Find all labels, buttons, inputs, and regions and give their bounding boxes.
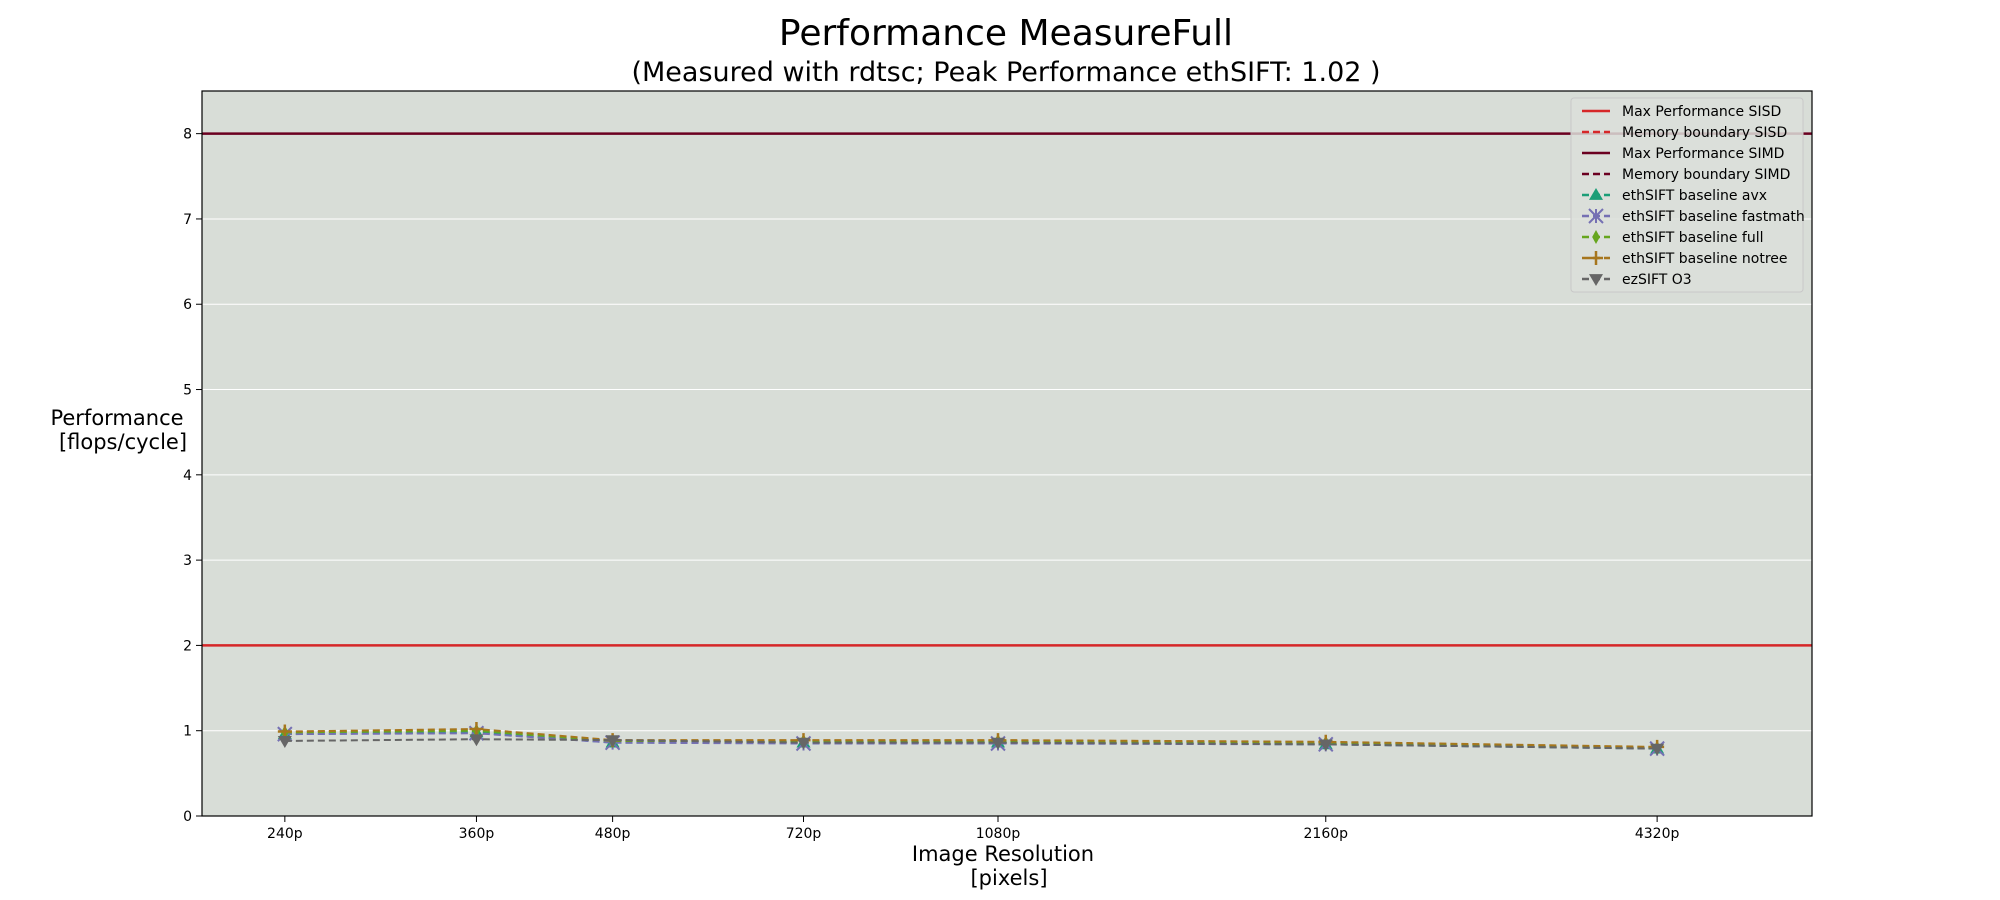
y-axis-ticks: 0 1 2 3 4 5 6 7 8 <box>183 127 202 825</box>
legend-label: ethSIFT baseline avx <box>1622 188 1767 204</box>
y-tick-label: 3 <box>183 553 192 569</box>
legend-label: Memory boundary SISD <box>1622 125 1787 141</box>
y-tick-label: 6 <box>183 297 192 313</box>
x-tick-label: 2160p <box>1304 826 1349 842</box>
legend-label: ethSIFT baseline full <box>1622 230 1763 246</box>
y-axis-label: Performance <box>50 406 183 430</box>
legend-label: Memory boundary SIMD <box>1622 167 1790 183</box>
chart-subtitle: (Measured with rdtsc; Peak Performance e… <box>631 57 1380 88</box>
y-axis-label-unit: [flops/cycle] <box>59 430 187 454</box>
legend-label: Max Performance SIMD <box>1622 146 1784 162</box>
legend-label: Max Performance SISD <box>1622 104 1781 120</box>
legend: Max Performance SISD Memory boundary SISD… <box>1571 98 1805 292</box>
x-axis-label: Image Resolution <box>912 842 1094 866</box>
x-axis-ticks: 240p 360p 480p 720p 1080p 2160p 4320p <box>267 816 1679 842</box>
x-tick-label: 1080p <box>976 826 1021 842</box>
y-tick-label: 2 <box>183 638 192 654</box>
x-axis-label-unit: [pixels] <box>970 866 1047 890</box>
x-tick-label: 480p <box>595 826 631 842</box>
y-tick-label: 0 <box>183 809 192 825</box>
legend-label: ezSIFT O3 <box>1622 272 1692 288</box>
y-tick-label: 1 <box>183 724 192 740</box>
x-tick-label: 360p <box>459 826 495 842</box>
legend-label: ethSIFT baseline fastmath <box>1622 209 1805 225</box>
y-tick-label: 8 <box>183 127 192 143</box>
legend-label: ethSIFT baseline notree <box>1622 251 1788 267</box>
y-tick-label: 7 <box>183 212 192 228</box>
x-tick-label: 720p <box>786 826 822 842</box>
x-tick-label: 240p <box>267 826 303 842</box>
x-tick-label: 4320p <box>1635 826 1680 842</box>
y-tick-label: 5 <box>183 383 192 399</box>
y-tick-label: 4 <box>183 468 192 484</box>
chart-title: Performance MeasureFull <box>779 13 1233 54</box>
